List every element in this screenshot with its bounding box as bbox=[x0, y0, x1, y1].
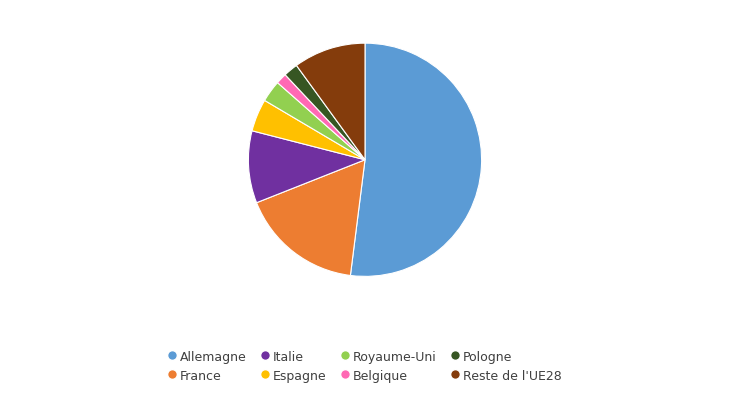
Wedge shape bbox=[296, 44, 365, 160]
Legend: Allemagne, France, Italie, Espagne, Royaume-Uni, Belgique, Pologne, Reste de l'U: Allemagne, France, Italie, Espagne, Roya… bbox=[164, 345, 566, 387]
Wedge shape bbox=[285, 66, 365, 160]
Wedge shape bbox=[277, 76, 365, 160]
Wedge shape bbox=[264, 83, 365, 160]
Wedge shape bbox=[252, 101, 365, 160]
Wedge shape bbox=[350, 44, 482, 277]
Wedge shape bbox=[256, 160, 365, 276]
Wedge shape bbox=[248, 131, 365, 203]
